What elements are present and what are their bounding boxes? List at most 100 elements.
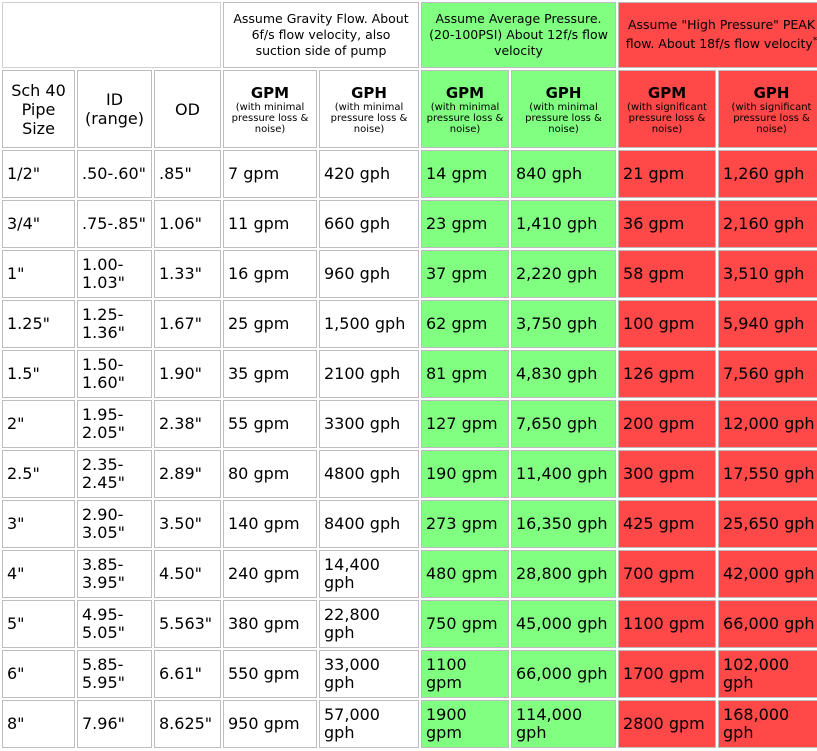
pipe-size-cell: 1" [2,250,75,298]
high-gph-note: (with significant pressure loss & noise) [731,101,812,135]
table-row: 3/4" .75-.85" 1.06" 11 gpm 660 gph 23 gpm 1,41… [2,200,817,248]
gravity-gph-unit: GPH [351,83,387,102]
pipe-size-cell: 8" [2,700,75,748]
gravity-gpm-note: (with minimal pressure loss & noise) [231,101,309,135]
pipe-size-cell: 6" [2,650,75,698]
gravity-gph-cell: 57,000 gph [319,700,419,748]
high-gpm-cell: 700 gpm [618,550,717,598]
gravity-gph-cell: 8400 gph [319,500,419,548]
average-gph-cell: 4,830 gph [511,350,617,398]
id-range-cell: 2.35-2.45" [77,450,152,498]
gravity-gph-cell: 420 gph [319,150,419,198]
high-group-header: Assume "High Pressure" PEAK flow. About … [618,2,817,68]
average-gpm-cell: 1100 gpm [421,650,509,698]
high-gpm-header: GPM (with significant pressure loss & noi… [618,70,717,148]
average-gph-cell: 11,400 gph [511,450,617,498]
gravity-gpm-cell: 16 gpm [223,250,317,298]
pipe-size-cell: 4" [2,550,75,598]
gravity-group-label: Assume Gravity Flow. About 6f/s flow vel… [233,11,409,58]
id-header: ID (range) [77,70,152,148]
high-gpm-cell: 200 gpm [618,400,717,448]
average-gpm-note: (with minimal pressure loss & noise) [426,101,504,135]
id-range-cell: 1.50-1.60" [77,350,152,398]
pipe-size-cell: 3" [2,500,75,548]
average-gpm-cell: 62 gpm [421,300,509,348]
pipe-size-cell: 1.5" [2,350,75,398]
table-row: 1" 1.00-1.03" 1.33" 16 gpm 960 gph 37 gpm 2,22… [2,250,817,298]
pipe-size-cell: 3/4" [2,200,75,248]
average-gph-header: GPH (with minimal pressure loss & noise) [511,70,617,148]
id-range-cell: 5.85-5.95" [77,650,152,698]
gravity-gph-cell: 4800 gph [319,450,419,498]
table-row: 6" 5.85-5.95" 6.61" 550 gpm 33,000 gph 1100 g… [2,650,817,698]
average-gpm-cell: 23 gpm [421,200,509,248]
high-gph-cell: 2,160 gph [718,200,817,248]
od-cell: 1.06" [154,200,221,248]
od-cell: 6.61" [154,650,221,698]
gravity-gpm-cell: 950 gpm [223,700,317,748]
average-gpm-cell: 81 gpm [421,350,509,398]
gravity-gpm-cell: 11 gpm [223,200,317,248]
high-group-footnote-marker: * [812,36,817,47]
average-gph-cell: 1,410 gph [511,200,617,248]
gravity-gph-cell: 14,400 gph [319,550,419,598]
id-range-cell: 1.95-2.05" [77,400,152,448]
high-gpm-cell: 2800 gpm [618,700,717,748]
gravity-gph-cell: 2100 gph [319,350,419,398]
table-row: 1.5" 1.50-1.60" 1.90" 35 gpm 2100 gph 81 gpm 4… [2,350,817,398]
od-cell: 5.563" [154,600,221,648]
high-gph-cell: 25,650 gph [718,500,817,548]
average-gpm-cell: 127 gpm [421,400,509,448]
od-cell: 1.33" [154,250,221,298]
pipe-size-cell: 1.25" [2,300,75,348]
high-gpm-unit: GPM [647,83,687,102]
table-row: 8" 7.96" 8.625" 950 gpm 57,000 gph 1900 gpm 11… [2,700,817,748]
average-gph-unit: GPH [545,83,582,102]
od-cell: 4.50" [154,550,221,598]
high-gpm-cell: 58 gpm [618,250,717,298]
od-cell: .85" [154,150,221,198]
corner-blank-cell [2,2,221,68]
table-row: 5" 4.95-5.05" 5.563" 380 gpm 22,800 gph 750 g… [2,600,817,648]
high-gpm-cell: 1100 gpm [618,600,717,648]
gravity-gph-header: GPH (with minimal pressure loss & noise) [319,70,419,148]
average-gph-note: (with minimal pressure loss & noise) [525,101,602,135]
id-range-cell: 7.96" [77,700,152,748]
average-gph-cell: 840 gph [511,150,617,198]
high-gph-cell: 3,510 gph [718,250,817,298]
id-range-cell: .50-.60" [77,150,152,198]
average-gpm-unit: GPM [445,83,485,102]
pipe-size-cell: 2" [2,400,75,448]
average-gpm-cell: 1900 gpm [421,700,509,748]
pipe-size-cell: 5" [2,600,75,648]
high-gph-unit: GPH [753,83,790,102]
average-gph-cell: 16,350 gph [511,500,617,548]
high-gph-cell: 102,000 gph [718,650,817,698]
gravity-gph-cell: 3300 gph [319,400,419,448]
average-gph-cell: 2,220 gph [511,250,617,298]
id-range-cell: 4.95-5.05" [77,600,152,648]
average-gph-cell: 3,750 gph [511,300,617,348]
high-gph-cell: 1,260 gph [718,150,817,198]
gravity-gpm-cell: 80 gpm [223,450,317,498]
table-row: 3" 2.90-3.05" 3.50" 140 gpm 8400 gph 273 gpm 1… [2,500,817,548]
od-cell: 2.89" [154,450,221,498]
average-gph-cell: 114,000 gph [511,700,617,748]
id-range-cell: .75-.85" [77,200,152,248]
average-gpm-header: GPM (with minimal pressure loss & noise) [421,70,509,148]
average-gpm-cell: 14 gpm [421,150,509,198]
gravity-gph-cell: 660 gph [319,200,419,248]
average-gph-cell: 66,000 gph [511,650,617,698]
gravity-gpm-cell: 55 gpm [223,400,317,448]
high-gpm-cell: 126 gpm [618,350,717,398]
od-cell: 1.67" [154,300,221,348]
gravity-gph-cell: 22,800 gph [319,600,419,648]
gravity-group-header: Assume Gravity Flow. About 6f/s flow vel… [223,2,419,68]
average-group-label: Assume Average Pressure. (20-100PSI) Abo… [429,11,608,58]
average-gpm-cell: 190 gpm [421,450,509,498]
gravity-gph-cell: 33,000 gph [319,650,419,698]
table-row: 1/2" .50-.60" .85" 7 gpm 420 gph 14 gpm 840 gp… [2,150,817,198]
high-gph-cell: 12,000 gph [718,400,817,448]
high-gph-header: GPH (with significant pressure loss & noi… [718,70,817,148]
high-gpm-cell: 1700 gpm [618,650,717,698]
